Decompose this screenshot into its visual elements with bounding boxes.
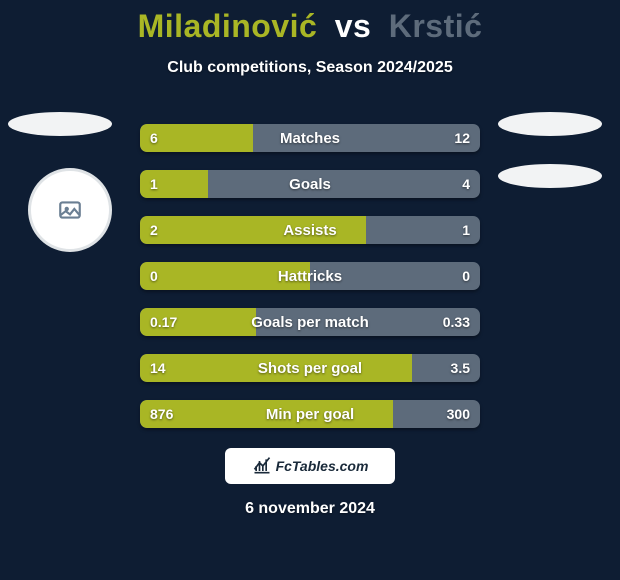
stat-row: 00Hattricks xyxy=(140,262,480,290)
player1-badge-ellipse xyxy=(8,112,112,136)
player1-name: Miladinović xyxy=(138,8,318,44)
stat-label: Assists xyxy=(140,216,480,244)
brand-text: FcTables.com xyxy=(276,458,369,474)
vs-text: vs xyxy=(335,8,372,44)
stat-label: Hattricks xyxy=(140,262,480,290)
stat-row: 143.5Shots per goal xyxy=(140,354,480,382)
brand-badge: FcTables.com xyxy=(225,448,395,484)
chart-icon xyxy=(252,456,272,476)
placeholder-photo-icon xyxy=(57,197,83,223)
stat-row: 0.170.33Goals per match xyxy=(140,308,480,336)
stat-bars: 612Matches 14Goals 21Assists 00Hattricks 0.1… xyxy=(140,124,480,446)
stat-row: 21Assists xyxy=(140,216,480,244)
player2-name: Krstić xyxy=(389,8,483,44)
stat-label: Goals per match xyxy=(140,308,480,336)
player2-badge-ellipse-2 xyxy=(498,164,602,188)
player1-photo xyxy=(28,168,112,252)
stat-row: 876300Min per goal xyxy=(140,400,480,428)
subtitle: Club competitions, Season 2024/2025 xyxy=(0,59,620,77)
stat-label: Shots per goal xyxy=(140,354,480,382)
date-text: 6 november 2024 xyxy=(0,500,620,518)
stat-label: Min per goal xyxy=(140,400,480,428)
stat-row: 14Goals xyxy=(140,170,480,198)
player2-badge-ellipse xyxy=(498,112,602,136)
stat-label: Matches xyxy=(140,124,480,152)
comparison-title: Miladinović vs Krstić xyxy=(0,0,620,45)
stat-label: Goals xyxy=(140,170,480,198)
stat-row: 612Matches xyxy=(140,124,480,152)
